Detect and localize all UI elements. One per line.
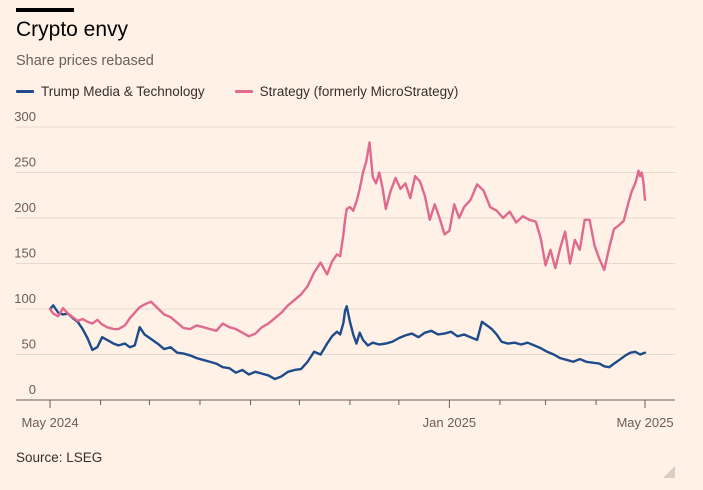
y-tick-label-50: 50: [22, 337, 36, 352]
legend-label-strategy: Strategy (formerly MicroStrategy): [259, 84, 459, 99]
y-tick-label-100: 100: [14, 291, 36, 306]
y-tick-label-150: 150: [14, 246, 36, 261]
x-tick-label-2025-01-01: Jan 2025: [423, 415, 477, 430]
chart-subtitle: Share prices rebased: [16, 53, 154, 69]
chart-title: Crypto envy: [16, 18, 129, 41]
legend-swatch-trump-media: [16, 90, 34, 93]
y-tick-label-0: 0: [29, 382, 36, 397]
legend-label-trump-media: Trump Media & Technology: [41, 84, 205, 99]
series-line-strategy: [48, 141, 647, 338]
legend-item-trump-media: Trump Media & Technology: [16, 84, 205, 99]
legend-item-strategy: Strategy (formerly MicroStrategy): [234, 84, 459, 99]
x-tick-label-2025-05-01: May 2025: [616, 415, 673, 430]
y-tick-label-300: 300: [14, 109, 36, 124]
legend-swatch-strategy: [234, 90, 253, 93]
source-note: Source: LSEG: [16, 450, 103, 465]
legend: Trump Media & Technology Strategy (forme…: [16, 84, 488, 99]
x-tick-label-2024-05-01: May 2024: [21, 415, 78, 430]
y-tick-label-250: 250: [14, 155, 36, 170]
y-tick-label-200: 200: [14, 200, 36, 215]
series-line-trump-media: [48, 304, 647, 381]
top-rule: [16, 8, 74, 12]
resize-corner-icon: [663, 466, 675, 478]
